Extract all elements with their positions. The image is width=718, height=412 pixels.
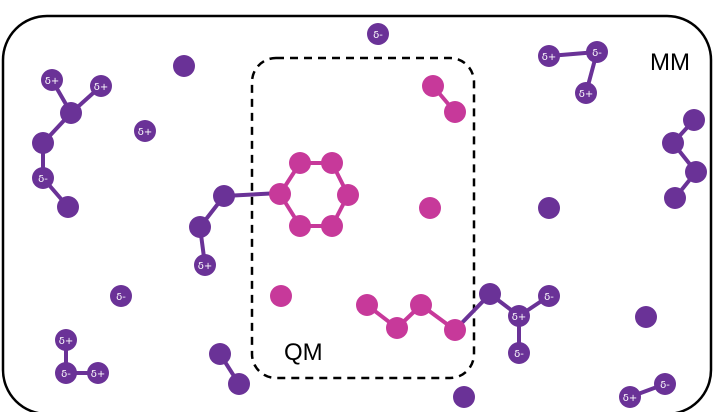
mm-atom <box>213 185 235 207</box>
qm-atom <box>321 215 343 237</box>
charged-atom: δ- <box>508 342 530 364</box>
charge-label: δ- <box>116 292 126 303</box>
charge-label: δ- <box>514 349 524 360</box>
charged-atom: δ- <box>367 23 389 45</box>
charge-label: δ+ <box>94 82 109 93</box>
qm-atom <box>386 317 408 339</box>
qm-atom <box>444 319 466 341</box>
charged-atom: δ+ <box>538 45 560 67</box>
charged-atom: δ+ <box>41 69 63 91</box>
charged-atom: δ- <box>32 167 54 189</box>
charged-atom: δ+ <box>194 254 216 276</box>
mm-atom <box>173 55 195 77</box>
charged-atom: δ- <box>586 41 608 63</box>
charged-atom: δ- <box>110 285 132 307</box>
charge-label: δ+ <box>91 369 106 380</box>
charged-atom: δ+ <box>87 362 109 384</box>
qm-atom <box>419 197 441 219</box>
mm-atom <box>479 283 501 305</box>
charge-label: δ+ <box>138 127 153 138</box>
charge-label: δ+ <box>512 312 527 323</box>
charged-atom: δ- <box>55 362 77 384</box>
charge-label: δ+ <box>623 393 638 404</box>
qm-region-boundary <box>250 56 476 380</box>
qm-atom <box>422 75 444 97</box>
mm-atom <box>189 216 211 238</box>
mm-atom <box>664 187 686 209</box>
qm-atom <box>289 152 311 174</box>
mm-atom <box>685 161 707 183</box>
charged-atom: δ+ <box>508 305 530 327</box>
qm-region-label: QM <box>284 339 323 366</box>
charged-atom: δ- <box>538 285 560 307</box>
mm-atom <box>228 373 250 395</box>
atoms <box>32 55 707 408</box>
charge-label: δ- <box>38 174 48 185</box>
mm-atom <box>32 132 54 154</box>
qm-atom <box>410 294 432 316</box>
charge-label: δ+ <box>45 76 60 87</box>
qm-atom <box>321 152 343 174</box>
mm-atom <box>453 386 475 408</box>
qm-atom <box>444 101 466 123</box>
charge-label: δ- <box>544 292 554 303</box>
mm-atom <box>683 109 705 131</box>
mm-atom <box>635 306 657 328</box>
charged-atom: δ+ <box>55 329 77 351</box>
charged-atom: δ+ <box>134 120 156 142</box>
charge-label: δ+ <box>579 89 594 100</box>
charged-atom: δ+ <box>619 386 641 408</box>
mm-atom <box>662 132 684 154</box>
charged-atom: δ+ <box>90 75 112 97</box>
charged-atom: δ- <box>654 373 676 395</box>
qm-atom <box>270 285 292 307</box>
charge-label: δ+ <box>198 261 213 272</box>
charge-label: δ+ <box>542 52 557 63</box>
charged-atom: δ+ <box>575 82 597 104</box>
charge-label: δ- <box>373 30 383 41</box>
qm-atom <box>289 215 311 237</box>
mm-atom <box>60 102 82 124</box>
charge-label: δ- <box>592 48 602 59</box>
mm-atom <box>209 343 231 365</box>
qm-atom <box>337 184 359 206</box>
charge-label: δ- <box>61 369 71 380</box>
charge-label: δ+ <box>59 336 74 347</box>
charge-label: δ- <box>660 380 670 391</box>
charged-atoms: δ+ δ+ δ- δ+ δ- δ- δ+ δ- <box>32 23 676 408</box>
mm-region-boundary <box>1 14 713 412</box>
mm-atom <box>57 196 79 218</box>
qm-atom <box>269 183 291 205</box>
qm-atom <box>356 294 378 316</box>
mm-region-label: MM <box>650 49 690 76</box>
bonds <box>41 50 698 399</box>
mm-atom <box>538 197 560 219</box>
